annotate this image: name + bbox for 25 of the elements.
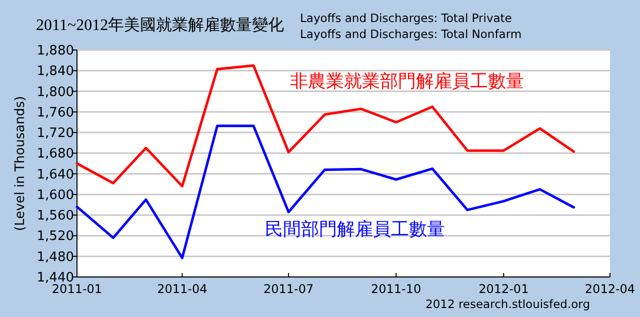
x-tick-label: 2011-10 xyxy=(371,282,422,296)
text: Layoffs and Discharges: Total Private xyxy=(300,11,512,25)
y-tick-label: 1,880 xyxy=(36,44,74,58)
x-tick-label: 2012-01 xyxy=(478,282,529,296)
y-tick-label: 1,760 xyxy=(36,105,74,120)
x-tick-label: 2011-04 xyxy=(157,282,208,296)
y-tick-label: 1,720 xyxy=(36,126,74,142)
y-axis-title: (Level in Thousands) xyxy=(13,96,28,231)
x-tick-label: 2012-04 xyxy=(584,282,636,296)
text: 2012 research.stlouisfed.org xyxy=(426,297,590,311)
x-tick-label: 2011-07 xyxy=(263,282,314,296)
y-tick-label: 1,520 xyxy=(36,229,74,244)
y-tick-label: 1,640 xyxy=(36,167,74,182)
chart-title: 2011~2012年美國就業解雇數量變化 xyxy=(36,16,284,34)
text: Layoffs and Discharges: Total Nonfarm xyxy=(300,27,522,41)
y-tick-label: 1,600 xyxy=(36,188,74,203)
y-tick-label: 1,800 xyxy=(36,84,74,100)
y-tick-label: 1,560 xyxy=(36,208,74,224)
series-label: 非農業就業部門解雇員工數量 xyxy=(290,71,524,91)
y-tick-label: 1,680 xyxy=(36,146,74,162)
series-label: 民間部門解雇員工數量 xyxy=(265,219,445,239)
line-series xyxy=(76,124,576,260)
y-tick-label: 1,840 xyxy=(36,64,74,80)
y-tick-label: 1,480 xyxy=(36,250,74,265)
line-series xyxy=(76,64,576,188)
